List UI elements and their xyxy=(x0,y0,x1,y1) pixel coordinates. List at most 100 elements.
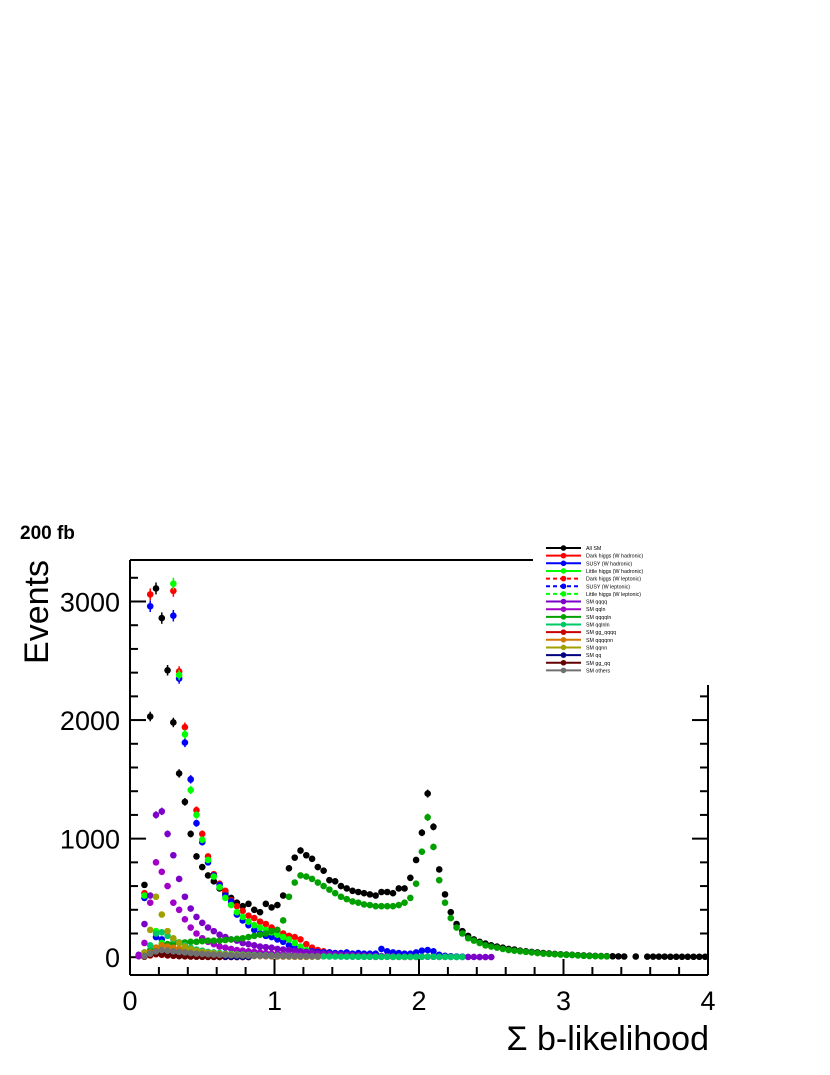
legend-label: All SM xyxy=(586,546,601,552)
data-point xyxy=(187,830,194,838)
data-point xyxy=(175,948,183,956)
data-point xyxy=(274,952,281,960)
data-point xyxy=(239,952,247,959)
legend-label: SM others xyxy=(586,668,610,674)
data-point xyxy=(146,713,154,720)
data-point xyxy=(216,943,223,950)
data-point xyxy=(181,798,189,806)
data-point xyxy=(164,932,171,940)
data-point xyxy=(198,836,206,844)
data-point xyxy=(274,901,281,909)
data-point xyxy=(395,953,403,961)
data-point xyxy=(146,942,154,949)
legend-marker xyxy=(560,621,567,628)
data-point xyxy=(459,930,466,937)
data-point xyxy=(424,953,431,960)
axes: 0 1 2 3 4 0 1000 2000 3000 xyxy=(60,559,716,1016)
data-point xyxy=(233,908,241,916)
data-point xyxy=(297,953,304,960)
data-point xyxy=(487,943,495,950)
data-point xyxy=(545,950,553,958)
data-point xyxy=(441,891,449,898)
data-point xyxy=(320,867,327,874)
data-point xyxy=(684,953,692,961)
data-point xyxy=(430,947,437,955)
x-tick-label: 2 xyxy=(411,986,426,1016)
data-point xyxy=(337,893,345,901)
data-point xyxy=(152,893,160,901)
legend: All SM Dark higgs (W hadronic)SUSY (W had… xyxy=(546,545,643,674)
data-point xyxy=(239,934,247,942)
data-point xyxy=(516,947,524,955)
data-point xyxy=(522,948,530,956)
data-point xyxy=(268,927,275,935)
data-point xyxy=(141,881,148,889)
legend-label: SM qqln xyxy=(586,607,605,613)
data-point xyxy=(268,904,275,911)
legend-marker xyxy=(560,583,567,590)
data-point xyxy=(511,947,518,954)
data-point xyxy=(204,856,212,864)
data-point xyxy=(696,953,703,961)
legend-label: SM qqlnln xyxy=(586,623,610,629)
data-point xyxy=(326,886,333,893)
data-point xyxy=(291,854,299,861)
data-point xyxy=(326,876,333,884)
data-point xyxy=(250,921,258,929)
data-point xyxy=(170,851,177,859)
data-point xyxy=(291,939,299,947)
data-point xyxy=(158,808,166,815)
legend-marker xyxy=(560,598,567,605)
data-point xyxy=(250,942,258,949)
legend-label: SUSY (W leptonic) xyxy=(586,584,630,590)
data-point xyxy=(239,907,247,915)
data-point xyxy=(164,882,171,890)
data-point xyxy=(331,878,339,885)
data-point xyxy=(441,953,449,961)
data-point xyxy=(250,914,258,922)
data-point xyxy=(181,893,189,901)
legend-marker xyxy=(560,545,567,551)
data-point xyxy=(349,898,356,905)
data-point xyxy=(320,882,327,890)
data-point xyxy=(170,580,177,588)
data-point xyxy=(210,951,218,958)
data-point xyxy=(245,918,252,925)
data-point xyxy=(187,776,194,783)
data-point xyxy=(158,911,166,918)
series-group xyxy=(141,582,709,961)
data-point xyxy=(164,666,171,674)
data-point xyxy=(187,924,194,931)
data-point xyxy=(222,944,229,952)
data-point xyxy=(343,953,351,960)
data-point xyxy=(482,942,489,949)
data-point xyxy=(285,942,293,949)
data-point xyxy=(383,953,391,961)
data-point xyxy=(320,953,327,960)
data-point xyxy=(343,885,351,892)
data-point xyxy=(407,874,414,882)
data-point xyxy=(291,933,299,941)
data-point xyxy=(355,888,362,896)
legend-marker xyxy=(560,568,567,574)
legend-label: SM qqnn xyxy=(586,645,607,651)
data-point xyxy=(424,790,431,797)
data-point xyxy=(580,952,588,960)
luminosity-label: 200 fb xyxy=(20,523,75,544)
x-axis-label: Σ b-likelihood xyxy=(507,1020,709,1058)
data-point xyxy=(233,935,241,943)
data-point xyxy=(170,612,177,620)
data-point xyxy=(389,953,397,961)
data-point xyxy=(170,587,177,595)
data-point xyxy=(308,953,316,960)
data-point xyxy=(279,917,287,924)
legend-label: Dark higgs (W hadronic) xyxy=(586,554,643,560)
data-point xyxy=(222,887,229,895)
data-point xyxy=(198,830,206,838)
data-point xyxy=(499,945,507,953)
data-point xyxy=(250,952,258,960)
data-point xyxy=(534,949,541,957)
legend-marker xyxy=(560,667,567,674)
legend-marker xyxy=(560,637,567,643)
legend-marker xyxy=(560,659,567,666)
